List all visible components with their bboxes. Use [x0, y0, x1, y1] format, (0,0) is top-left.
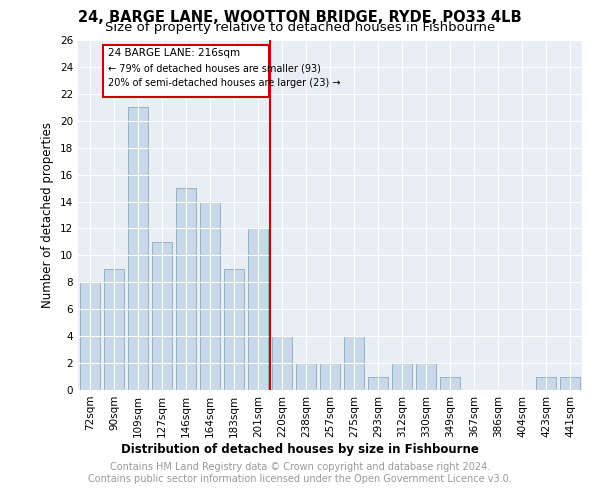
Bar [392, 363, 412, 390]
Bar [440, 376, 460, 390]
Text: Distribution of detached houses by size in Fishbourne: Distribution of detached houses by size … [121, 442, 479, 456]
Bar [536, 376, 556, 390]
Bar [224, 269, 244, 390]
Text: Size of property relative to detached houses in Fishbourne: Size of property relative to detached ho… [105, 21, 495, 34]
Text: Contains HM Land Registry data © Crown copyright and database right 2024.
Contai: Contains HM Land Registry data © Crown c… [88, 462, 512, 484]
Bar [416, 363, 436, 390]
Bar [560, 376, 580, 390]
Bar [104, 269, 124, 390]
Text: 20% of semi-detached houses are larger (23) →: 20% of semi-detached houses are larger (… [108, 78, 341, 88]
Bar [296, 363, 316, 390]
Bar [320, 363, 340, 390]
Bar [80, 282, 100, 390]
Bar [272, 336, 292, 390]
Bar [200, 202, 220, 390]
Bar [368, 376, 388, 390]
Bar [103, 46, 269, 96]
Text: ← 79% of detached houses are smaller (93): ← 79% of detached houses are smaller (93… [108, 64, 321, 74]
Bar [152, 242, 172, 390]
Bar [176, 188, 196, 390]
Text: 24, BARGE LANE, WOOTTON BRIDGE, RYDE, PO33 4LB: 24, BARGE LANE, WOOTTON BRIDGE, RYDE, PO… [78, 10, 522, 25]
Bar [344, 336, 364, 390]
Text: 24 BARGE LANE: 216sqm: 24 BARGE LANE: 216sqm [108, 48, 240, 58]
Bar [128, 108, 148, 390]
Bar [248, 228, 268, 390]
Y-axis label: Number of detached properties: Number of detached properties [41, 122, 55, 308]
